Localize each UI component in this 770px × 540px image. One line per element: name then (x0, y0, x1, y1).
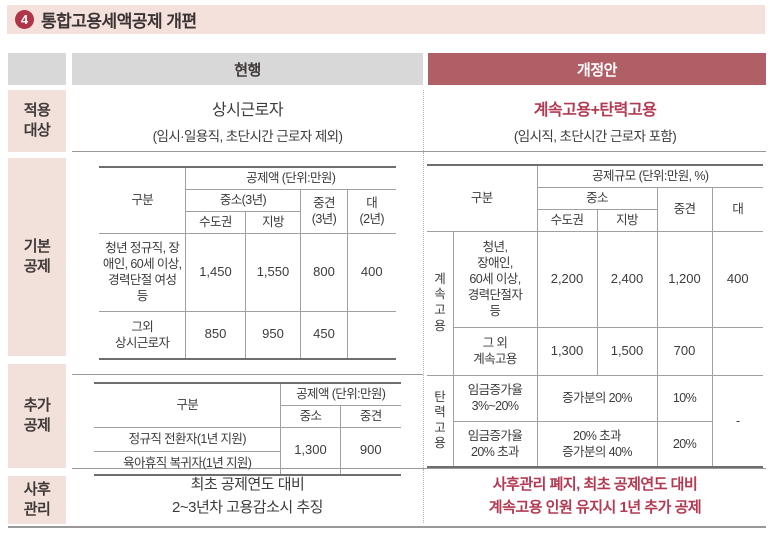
content-column: 현행 개정안 상시근로자 (임시·일용직, 초단시간 근로자 제외) 계속고용+… (72, 53, 766, 524)
continued-row1-label: 청년, 장애인, 60세 이상, 경력단절자 등 (452, 230, 538, 328)
apply-revised-sub: (임시직, 초단시간 근로자 포함) (513, 129, 677, 144)
header-amount: 공제액 (단위:만원) (184, 166, 396, 190)
basic-row2-large (346, 310, 396, 360)
flexible-row2-value: 20% 초과 증가분의 40% (536, 420, 658, 468)
row-label-basic-deduction: 기본 공제 (8, 158, 66, 356)
header-gubun: 구분 (427, 164, 538, 232)
comparison-table: 적용 대상 기본 공제 추가 공제 사후 관리 현행 개정안 상시근로자 (임시… (8, 53, 766, 524)
header-amount: 공제규모 (단위:만원, %) (536, 164, 764, 188)
basic-row2-label: 그외 상시근로자 (99, 310, 186, 360)
row-label-apply-target: 적용 대상 (8, 90, 66, 152)
group-label-flexible-employment: 탄 력 고 용 (427, 374, 454, 468)
header-mid: 중견 (656, 186, 713, 232)
basic-deduction-current-area: 구분 공제액 (단위:만원) 중소(3년) 중견 (3년) 대 (2년) 수도권… (72, 166, 423, 375)
column-header-revised: 개정안 (428, 53, 766, 85)
header-large: 대 (2년) (346, 188, 396, 234)
apply-current-main: 상시근로자 (211, 102, 284, 119)
flexible-row2-label: 임금증가율 20% 초과 (452, 420, 538, 468)
flexible-large-value: - (711, 374, 764, 468)
post-revised-cell: 사후관리 폐지, 최초 공제연도 대비 계속고용 인원 유지시 1년 추가 공제 (423, 469, 766, 523)
column-header-row: 현행 개정안 (72, 53, 766, 85)
header-small: 중소(3년) (184, 188, 301, 212)
page-title: 통합고용세액공제 개편 (41, 12, 197, 31)
flexible-row2-mid: 20% (656, 420, 713, 468)
row-label-column: 적용 대상 기본 공제 추가 공제 사후 관리 (8, 53, 66, 524)
flexible-row1-label: 임금증가율 3%~20% (452, 374, 538, 422)
additional-row2-label: 육아휴직 복귀자(1년 지원) (94, 450, 281, 476)
row-label-additional-deduction: 추가 공제 (8, 364, 66, 468)
continued-row2-mid: 700 (656, 326, 713, 376)
group-label-continued-employment: 계 속 고 용 (427, 230, 454, 376)
row-deductions: 구분 공제액 (단위:만원) 중소(3년) 중견 (3년) 대 (2년) 수도권… (72, 152, 766, 476)
continued-row1-capital: 2,200 (536, 230, 598, 328)
continued-row2-capital: 1,300 (536, 326, 598, 376)
apply-revised-cell: 계속고용+탄력고용 (임시직, 초단시간 근로자 포함) (423, 90, 766, 151)
basic-row1-capital: 1,450 (184, 232, 246, 312)
basic-row1-region: 1,550 (244, 232, 301, 312)
header-small: 중소 (536, 186, 658, 210)
header-region: 지방 (244, 210, 301, 234)
header-mid: 중견 (3년) (299, 188, 348, 234)
header-capital: 수도권 (184, 210, 246, 234)
flexible-row1-mid: 10% (656, 374, 713, 422)
additional-row1-label: 정규직 전환자(1년 지원) (94, 426, 281, 452)
header-gubun: 구분 (94, 382, 281, 428)
basic-row2-mid: 450 (299, 310, 348, 360)
continued-row1-large: 400 (711, 230, 764, 328)
header-stub-cell (8, 53, 66, 85)
header-gubun: 구분 (99, 166, 186, 234)
basic-row2-region: 950 (244, 310, 301, 360)
post-current-text: 최초 공제연도 대비 2~3년차 고용감소시 추징 (172, 475, 323, 516)
continued-row1-region: 2,400 (596, 230, 658, 328)
header-mid: 중견 (339, 404, 401, 428)
apply-revised-main: 계속고용+탄력고용 (533, 102, 657, 119)
apply-current-cell: 상시근로자 (임시·일용직, 초단시간 근로자 제외) (72, 90, 423, 151)
deductions-revised-cell: 구분 공제규모 (단위:만원, %) 중소 중견 대 수도권 지방 (423, 152, 766, 468)
basic-row1-large: 400 (346, 232, 396, 312)
header-amount: 공제액 (단위:만원) (279, 382, 401, 406)
table-bottom-border (8, 526, 766, 528)
additional-mid-value: 900 (339, 426, 401, 476)
continued-row1-mid: 1,200 (656, 230, 713, 328)
row-post-management: 최초 공제연도 대비 2~3년차 고용감소시 추징 사후관리 폐지, 최초 공제… (72, 469, 766, 523)
continued-row2-region: 1,500 (596, 326, 658, 376)
header-large: 대 (711, 186, 764, 232)
section-number-icon: 4 (15, 10, 34, 29)
continued-row2-large (711, 326, 764, 376)
continued-row2-label: 그 외 계속고용 (452, 326, 538, 376)
additional-deduction-current-area: 구분 공제액 (단위:만원) 중소 중견 정규직 전환자(1년 지원) 1,30… (72, 382, 423, 489)
basic-row1-mid: 800 (299, 232, 348, 312)
flexible-row1-value: 증가분의 20% (536, 374, 658, 422)
additional-current-table: 구분 공제액 (단위:만원) 중소 중견 정규직 전환자(1년 지원) 1,30… (94, 382, 401, 476)
row-apply-target: 상시근로자 (임시·일용직, 초단시간 근로자 제외) 계속고용+탄력고용 (임… (72, 90, 766, 152)
basic-row1-label: 청년 정규직, 장애인, 60세 이상, 경력단절 여성 등 (99, 232, 186, 312)
basic-row2-capital: 850 (184, 310, 246, 360)
basic-current-table: 구분 공제액 (단위:만원) 중소(3년) 중견 (3년) 대 (2년) 수도권… (99, 166, 396, 360)
additional-small-value: 1,300 (279, 426, 341, 476)
apply-current-sub: (임시·일용직, 초단시간 근로자 제외) (152, 129, 343, 144)
row-label-post-management: 사후 관리 (8, 476, 66, 524)
deductions-current-cell: 구분 공제액 (단위:만원) 중소(3년) 중견 (3년) 대 (2년) 수도권… (72, 152, 423, 476)
column-header-current: 현행 (72, 53, 423, 85)
revised-deduction-table: 구분 공제규모 (단위:만원, %) 중소 중견 대 수도권 지방 (427, 164, 764, 468)
header-capital: 수도권 (536, 208, 598, 232)
post-current-cell: 최초 공제연도 대비 2~3년차 고용감소시 추징 (72, 469, 423, 523)
section-title-bar: 4 통합고용세액공제 개편 (7, 5, 765, 34)
header-region: 지방 (596, 208, 658, 232)
header-small: 중소 (279, 404, 341, 428)
post-revised-text: 사후관리 폐지, 최초 공제연도 대비 계속고용 인원 유지시 1년 추가 공제 (488, 475, 702, 516)
